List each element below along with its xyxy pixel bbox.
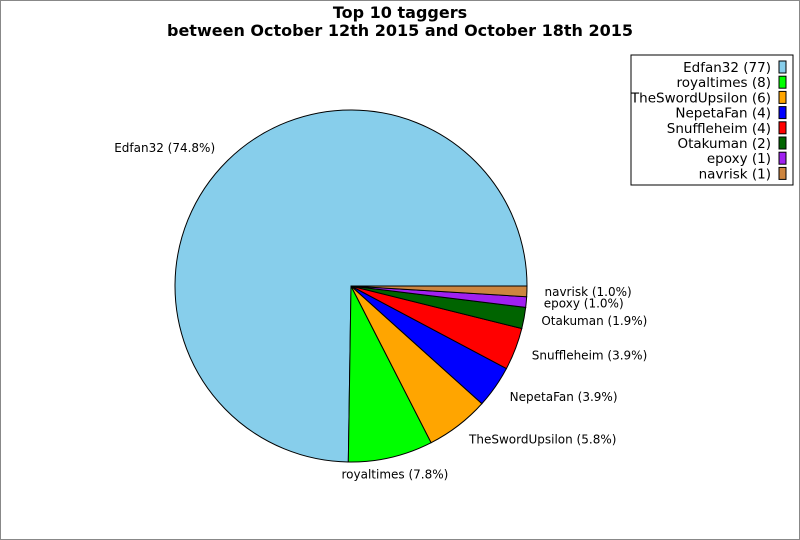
legend-swatch bbox=[778, 75, 787, 89]
slice-label: Edfan32 (74.8%) bbox=[114, 141, 215, 155]
legend-swatch bbox=[778, 60, 787, 74]
slice-label: TheSwordUpsilon (5.8%) bbox=[468, 432, 616, 446]
slice-label: Snuffleheim (3.9%) bbox=[532, 348, 648, 362]
legend-swatch bbox=[778, 90, 787, 104]
legend-swatch bbox=[778, 121, 787, 135]
legend-swatch bbox=[778, 151, 787, 165]
chart-subtitle: between October 12th 2015 and October 18… bbox=[167, 21, 633, 40]
chart-title: Top 10 taggers bbox=[333, 3, 467, 22]
legend-entry-label: Otakuman (2) bbox=[677, 136, 771, 152]
legend-entry-label: NepetaFan (4) bbox=[675, 106, 771, 122]
legend-entry-label: royaltimes (8) bbox=[677, 75, 771, 91]
legend-entry-label: navrisk (1) bbox=[699, 166, 771, 182]
slice-label: Otakuman (1.9%) bbox=[541, 314, 647, 328]
slice-label: NepetaFan (3.9%) bbox=[510, 390, 618, 404]
legend-box bbox=[630, 54, 794, 186]
slice-label: epoxy (1.0%) bbox=[544, 297, 624, 311]
legend-entry-label: epoxy (1) bbox=[707, 151, 771, 167]
legend-swatch bbox=[778, 166, 787, 180]
legend-swatch bbox=[778, 136, 787, 150]
slice-label: navrisk (1.0%) bbox=[545, 285, 632, 299]
legend-entry-label: TheSwordUpsilon (6) bbox=[630, 90, 771, 106]
slice-label: royaltimes (7.8%) bbox=[341, 468, 448, 482]
legend-swatch bbox=[778, 106, 787, 120]
legend-entry-label: Edfan32 (77) bbox=[683, 60, 771, 76]
pie-slice-navrisk bbox=[350, 285, 528, 298]
legend-entry-label: Snuffleheim (4) bbox=[667, 121, 771, 137]
